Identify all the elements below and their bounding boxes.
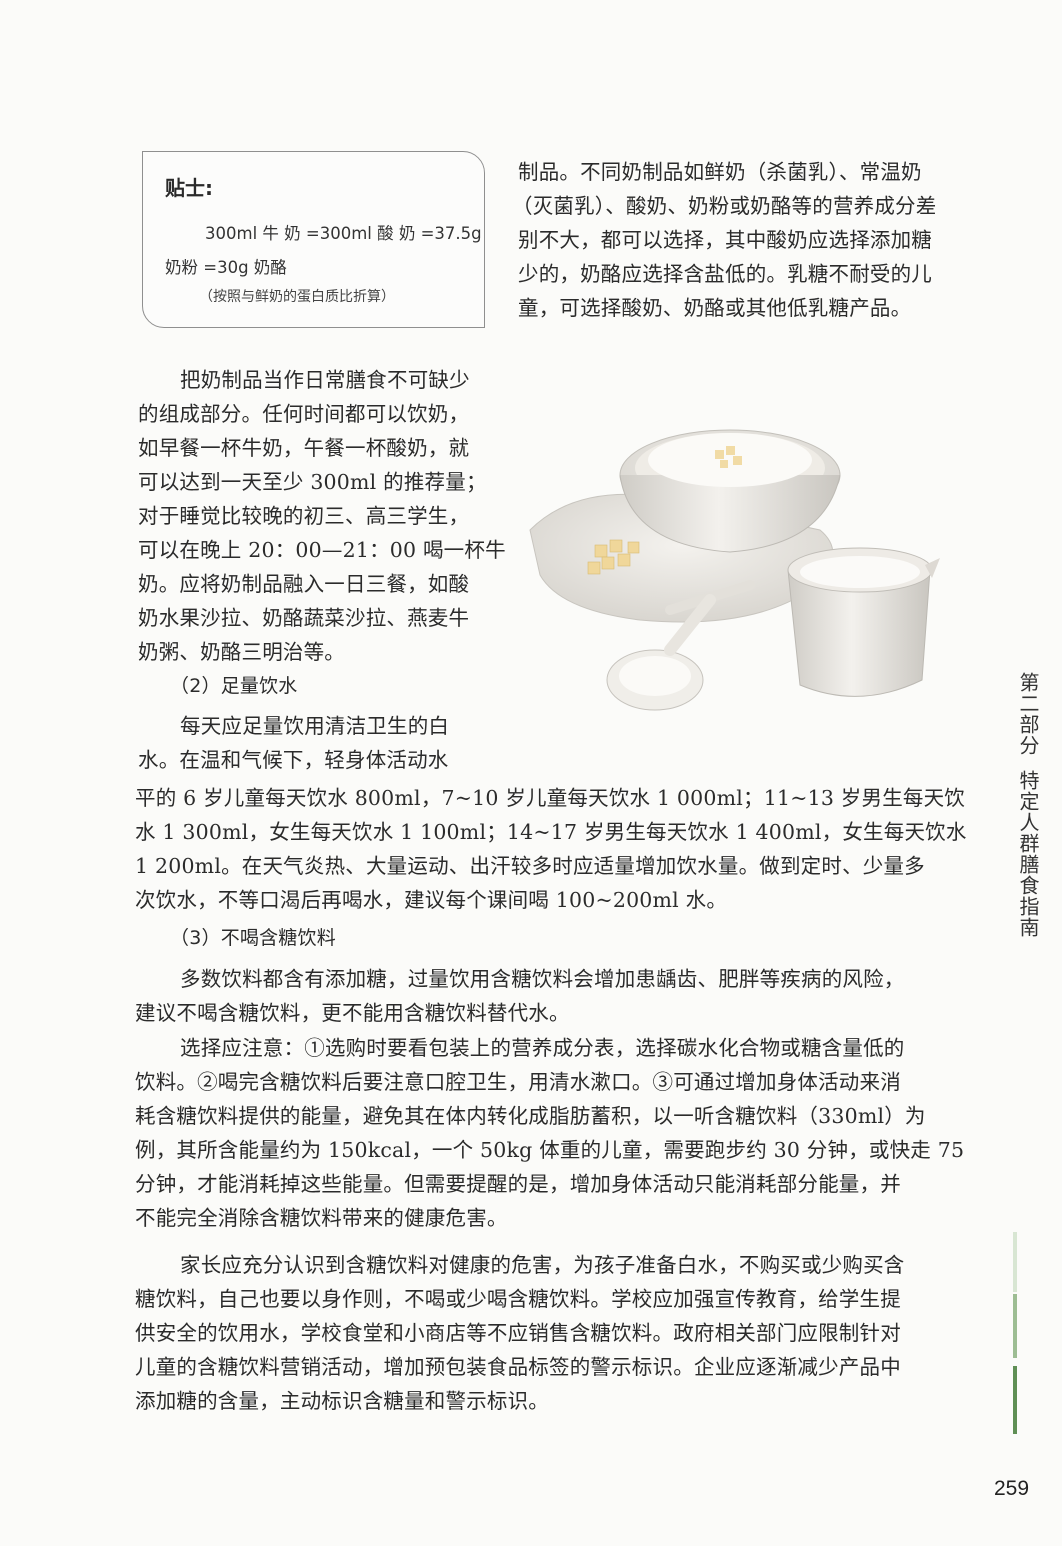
- left-col-line: 可以在晚上 20：00—21：00 喝一杯牛: [138, 538, 506, 562]
- body-line: 供安全的饮用水，学校食堂和小商店等不应销售含糖饮料。政府相关部门应限制针对: [135, 1321, 901, 1345]
- body-line: 选择应注意：①选购时要看包装上的营养成分表，选择碳水化合物或糖含量低的: [180, 1036, 905, 1060]
- body-line: 多数饮料都含有添加糖，过量饮用含糖饮料会增加患龋齿、肥胖等疾病的风险，: [180, 967, 905, 991]
- left-col-line: 对于睡觉比较晚的初三、高三学生，: [138, 504, 470, 528]
- left-col-line: 每天应足量饮用清洁卫生的白: [180, 714, 450, 738]
- left-col-line: 如早餐一杯牛奶，午餐一杯酸奶，就: [138, 436, 470, 460]
- page-number: 259: [994, 1477, 1030, 1500]
- side-color-bar: [1013, 1366, 1017, 1434]
- tip-line-2: 奶粉 =30g 奶酪: [165, 258, 287, 277]
- tip-title: 贴士:: [165, 176, 213, 200]
- section-heading-3: （3）不喝含糖饮料: [170, 927, 336, 949]
- tip-line-1: 300ml 牛 奶 =300ml 酸 奶 =37.5g: [205, 224, 482, 243]
- cheese-cubes: [587, 539, 640, 575]
- body-line: 添加糖的含量，主动标识含糖量和警示标识。: [135, 1389, 549, 1413]
- chapter-side-tab: 第二部分特定人群膳食指南: [1006, 672, 1040, 938]
- left-col-line: 奶粥、奶酪三明治等。: [138, 640, 345, 664]
- side-tab-title: 特定人群膳食指南: [1016, 770, 1040, 938]
- dairy-photo: [529, 429, 940, 711]
- right-col-line: 童，可选择酸奶、奶酪或其他低乳糖产品。: [518, 296, 912, 320]
- left-col-line: 的组成部分。任何时间都可以饮奶，: [138, 402, 470, 426]
- body-line: 糖饮料，自己也要以身作则，不喝或少喝含糖饮料。学校应加强宣传教育，给学生提: [135, 1287, 901, 1311]
- side-tab-part: 第二部分: [1016, 672, 1040, 756]
- left-col-line: 奶。应将奶制品融入一日三餐，如酸: [138, 572, 470, 596]
- body-line: 建议不喝含糖饮料，更不能用含糖饮料替代水。: [135, 1001, 570, 1025]
- body-line: 例，其所含能量约为 150kcal，一个 50kg 体重的儿童，需要跑步约 30…: [135, 1138, 965, 1162]
- body-line: 家长应充分认识到含糖饮料对健康的危害，为孩子准备白水，不购买或少购买含: [180, 1253, 905, 1277]
- left-col-line: 奶水果沙拉、奶酪蔬菜沙拉、燕麦牛: [138, 606, 470, 630]
- left-col-line: 水。在温和气候下，轻身体活动水: [138, 748, 449, 772]
- left-col-line: 把奶制品当作日常膳食不可缺少: [180, 368, 470, 392]
- side-color-bar: [1013, 1294, 1017, 1358]
- body-line: 耗含糖饮料提供的能量，避免其在体内转化成脂肪蓄积，以一听含糖饮料（330ml）为: [135, 1104, 926, 1128]
- right-col-line: 别不大，都可以选择，其中酸奶应选择添加糖: [518, 228, 932, 252]
- side-color-bar: [1013, 1232, 1017, 1292]
- body-line: 1 200ml。在天气炎热、大量运动、出汗较多时应适量增加饮水量。做到定时、少量…: [135, 854, 925, 878]
- section-heading-2: （2）足量饮水: [170, 675, 298, 697]
- body-line: 分钟，才能消耗掉这些能量。但需要提醒的是，增加身体活动只能消耗部分能量，并: [135, 1172, 901, 1196]
- body-line: 平的 6 岁儿童每天饮水 800ml，7~10 岁儿童每天饮水 1 000ml；…: [135, 786, 965, 810]
- right-col-line: 少的，奶酪应选择含盐低的。乳糖不耐受的儿: [518, 262, 932, 286]
- right-col-line: 制品。不同奶制品如鲜奶（杀菌乳）、常温奶: [518, 160, 922, 184]
- body-line: 次饮水，不等口渴后再喝水，建议每个课间喝 100~200ml 水。: [135, 888, 728, 912]
- body-line: 不能完全消除含糖饮料带来的健康危害。: [135, 1206, 508, 1230]
- tip-box: 贴士: 300ml 牛 奶 =300ml 酸 奶 =37.5g 奶粉 =30g …: [142, 151, 485, 328]
- right-col-line: （灭菌乳）、酸奶、奶粉或奶酪等的营养成分差: [512, 194, 937, 218]
- body-line: 水 1 300ml，女生每天饮水 1 100ml；14~17 岁男生每天饮水 1…: [135, 820, 967, 844]
- body-line: 儿童的含糖饮料营销活动，增加预包装食品标签的警示标识。企业应逐渐减少产品中: [135, 1355, 901, 1379]
- body-line: 饮料。②喝完含糖饮料后要注意口腔卫生，用清水漱口。③可通过增加身体活动来消: [135, 1070, 901, 1094]
- tip-note: （按照与鲜奶的蛋白质比折算）: [199, 289, 395, 305]
- left-col-line: 可以达到一天至少 300ml 的推荐量；: [138, 470, 487, 494]
